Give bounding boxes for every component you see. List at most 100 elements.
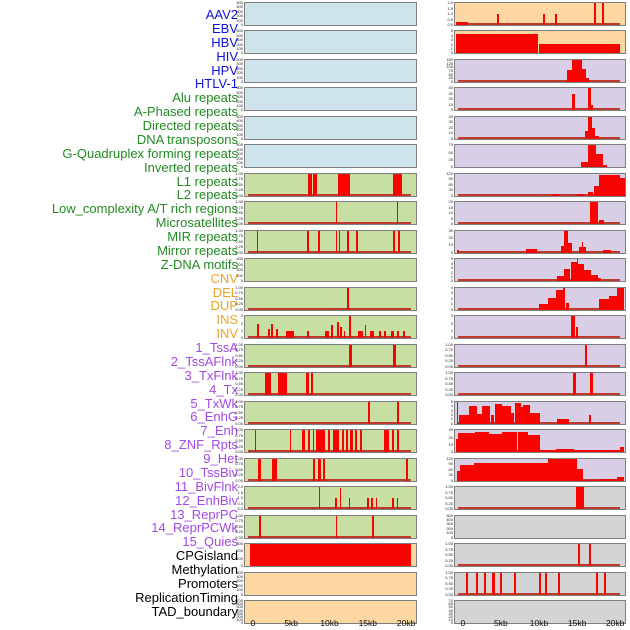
baseline xyxy=(248,478,411,481)
bar xyxy=(602,250,612,253)
baseline xyxy=(458,507,620,510)
plot-area xyxy=(455,202,625,225)
bar xyxy=(391,330,395,339)
y-tick-label: 30 xyxy=(448,610,453,616)
bar xyxy=(523,405,531,424)
y-tick-label: 400 xyxy=(236,89,243,95)
bar xyxy=(306,230,310,253)
track-label: 14_ReprPCWk xyxy=(151,520,238,536)
y-tick-label: 400 xyxy=(236,4,243,10)
y-tick-label: 300 xyxy=(236,122,243,128)
y-tick-label: 0.00 xyxy=(445,506,453,512)
y-tick-label: 0 xyxy=(450,192,453,198)
y-tick-label: 1.00 xyxy=(445,569,453,575)
y-tick-label: 0 xyxy=(450,620,453,626)
track-panel: 1.00 0.75 0.50 0.25 0.00 xyxy=(235,513,417,539)
bar xyxy=(568,243,572,253)
track-label: 7_Enh xyxy=(200,423,238,439)
bar xyxy=(520,407,524,424)
y-tick-label: 4 xyxy=(450,32,453,38)
bar xyxy=(477,414,483,424)
bar xyxy=(456,166,524,168)
y-tick-label: 0 xyxy=(450,221,453,227)
track-panel: 40 30 20 10 0 xyxy=(449,114,626,140)
y-tick-label: 0.50 xyxy=(235,295,243,301)
y-tick-label: 100 xyxy=(236,587,243,593)
track-panel: 120 90 60 30 0 xyxy=(446,456,626,482)
y-tick-label: 500 xyxy=(236,85,243,91)
plot-area xyxy=(455,174,625,196)
y-tick-label: 0 xyxy=(450,534,453,540)
track-label: DEL xyxy=(212,284,238,300)
bar xyxy=(565,303,569,310)
y-tick-label: 0.50 xyxy=(235,523,243,529)
y-tick-label: 1.00 xyxy=(235,427,243,433)
bar xyxy=(584,131,588,139)
bar xyxy=(256,230,259,253)
bar xyxy=(458,414,469,424)
bar xyxy=(543,14,545,25)
bar xyxy=(456,439,459,453)
y-tick-label: 0 xyxy=(240,50,243,56)
y-tick-label: 0 xyxy=(240,78,243,84)
track-panel: 1.00 0.75 0.50 0.25 0.00 xyxy=(235,228,417,254)
bar xyxy=(488,433,503,453)
y-tick-label: 300 xyxy=(236,541,243,547)
bar xyxy=(538,43,620,54)
y-tick-label: 0.75 xyxy=(235,176,243,182)
bar xyxy=(527,434,541,453)
bar xyxy=(289,430,292,453)
y-tick-label: 100 xyxy=(236,17,243,23)
plot-area xyxy=(455,401,625,424)
track-panel: 500 400 300 200 100 0 xyxy=(236,1,417,27)
y-tick-label: 90 xyxy=(448,461,453,467)
y-tick-label: 50 xyxy=(448,604,453,610)
plot-area xyxy=(455,487,625,510)
y-tick-label: 0.75 xyxy=(235,461,243,467)
y-tick-label: 1.00 xyxy=(235,341,243,347)
bar xyxy=(620,178,625,196)
y-tick-label: 10 xyxy=(448,441,453,447)
bar xyxy=(555,448,575,453)
bar xyxy=(495,403,502,424)
track-label: Z-DNA motifs xyxy=(160,256,238,272)
bar xyxy=(393,344,396,367)
bar xyxy=(580,162,588,168)
y-tick-label: 0.00 xyxy=(445,392,453,398)
baseline xyxy=(458,250,620,253)
y-tick-label: 0 xyxy=(240,591,243,597)
y-tick-label: 0 xyxy=(450,477,453,483)
bar xyxy=(499,572,502,595)
track-panel: 20 15 10 5 0 xyxy=(449,200,626,226)
bar xyxy=(318,487,321,510)
y-tick-label: 20 xyxy=(448,613,453,619)
plot-area xyxy=(245,373,416,396)
y-tick-label: 100 xyxy=(236,159,243,165)
y-tick-label: 100 xyxy=(236,272,243,278)
bar xyxy=(455,22,468,25)
y-tick-label: 400 xyxy=(236,32,243,38)
plot-area xyxy=(455,145,625,168)
bar xyxy=(492,572,495,595)
plot-area xyxy=(245,573,416,595)
bar xyxy=(256,323,259,339)
bar xyxy=(571,316,576,339)
bar xyxy=(367,401,370,424)
y-tick-label: 500 xyxy=(236,0,243,5)
y-tick-label: 0 xyxy=(450,249,453,255)
bar xyxy=(343,330,345,339)
plot-area xyxy=(455,287,625,310)
baseline xyxy=(458,564,620,567)
y-tick-label: 0.00 xyxy=(235,449,243,455)
track-panel: 1.00 0.75 0.50 0.25 0.00 xyxy=(445,542,626,568)
bar xyxy=(599,479,617,481)
y-tick-label: 400 xyxy=(236,146,243,152)
y-tick-label: 0.50 xyxy=(445,352,453,358)
bar xyxy=(540,449,556,453)
y-tick-label: 0.75 xyxy=(445,347,453,353)
y-tick-label: 0.50 xyxy=(235,181,243,187)
y-tick-label: 1 xyxy=(450,46,453,52)
